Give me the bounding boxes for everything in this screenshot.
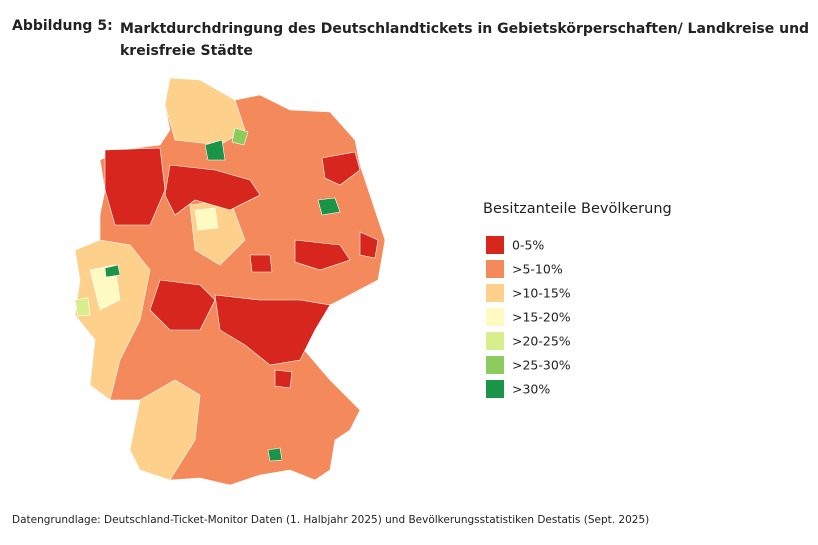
region [294, 239, 351, 271]
legend-label: >5-10% [512, 262, 563, 277]
legend-swatch [486, 332, 504, 350]
figure-title: Marktdurchdringung des Deutschlandticket… [120, 21, 810, 59]
region [214, 294, 331, 366]
legend-swatch [486, 356, 504, 374]
legend-label: 0-5% [512, 238, 544, 253]
legend: Besitzanteile Bevölkerung 0-5% >5-10% >10-… [483, 201, 672, 398]
region [249, 254, 273, 273]
source-note: Datengrundlage: Deutschland-Ticket-Monit… [12, 514, 650, 526]
legend-swatch [486, 308, 504, 326]
region [359, 231, 379, 259]
legend-label: >20-25% [512, 334, 571, 349]
legend-swatch [486, 236, 504, 254]
region [149, 279, 216, 331]
region [267, 447, 283, 462]
region [317, 197, 341, 216]
region [321, 151, 361, 186]
legend-label: >15-20% [512, 310, 571, 325]
legend-label: >10-15% [512, 286, 571, 301]
legend-swatch [486, 380, 504, 398]
legend-label: >25-30% [512, 358, 571, 373]
region [164, 164, 261, 216]
figure-label: Abbildung 5: [12, 18, 113, 34]
legend-swatch [486, 260, 504, 278]
region [274, 369, 293, 389]
region [231, 127, 249, 146]
region [164, 77, 246, 146]
region [129, 379, 201, 481]
region [104, 264, 121, 278]
legend-swatch [486, 284, 504, 302]
region [104, 147, 166, 226]
region [204, 139, 226, 161]
legend-title: Besitzanteile Bevölkerung [483, 201, 672, 217]
region [194, 207, 219, 231]
legend-label: >30% [512, 382, 550, 397]
map [74, 77, 386, 486]
region [74, 297, 91, 317]
